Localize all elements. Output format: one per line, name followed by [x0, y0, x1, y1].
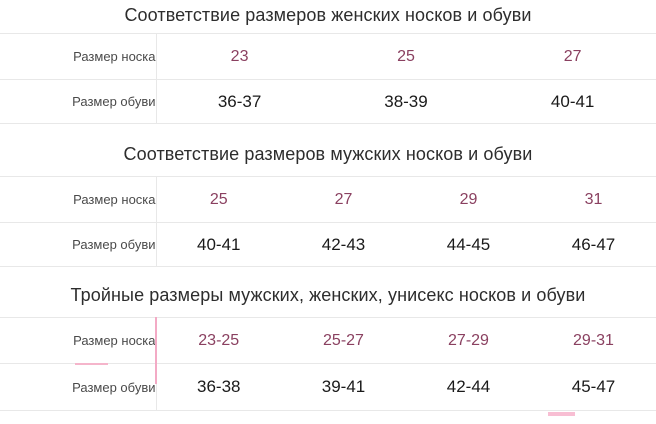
shoe-size-cell: 40-41 — [489, 79, 656, 124]
shoe-size-cell: 36-38 — [156, 363, 281, 411]
triple-sizes-table: Размер носка 23-25 25-27 27-29 29-31 Раз… — [0, 317, 656, 411]
sock-size-cell: 29 — [406, 176, 531, 223]
shoe-size-row: Размер обуви 36-37 38-39 40-41 — [0, 79, 656, 124]
triple-sizes-title: Тройные размеры мужских, женских, унисек… — [70, 285, 586, 305]
row-label: Размер носка — [0, 33, 157, 80]
shoe-size-cell: 39-41 — [281, 363, 406, 411]
men-sizes-table-wrap: Размер носка 25 27 29 31 Размер обуви 40… — [0, 176, 656, 267]
men-sizes-title: Соответствие размеров мужских носков и о… — [123, 144, 533, 164]
shoe-size-cell: 40-41 — [156, 222, 281, 267]
sock-size-cell: 27 — [489, 33, 656, 80]
triple-sizes-section: Тройные размеры мужских, женских, унисек… — [0, 267, 656, 416]
sock-size-row: Размер носка 23-25 25-27 27-29 29-31 — [0, 317, 656, 364]
row-label: Размер носка — [0, 317, 157, 364]
shoe-size-cell: 44-45 — [406, 222, 531, 267]
sock-size-cell: 23 — [156, 33, 323, 80]
row-label: Размер обуви — [0, 79, 157, 124]
pink-accent-bottom-mark — [548, 412, 575, 416]
shoe-size-cell: 45-47 — [531, 363, 656, 411]
sock-size-cell: 23-25 — [156, 317, 281, 364]
shoe-size-cell: 42-44 — [406, 363, 531, 411]
shoe-size-cell: 42-43 — [281, 222, 406, 267]
sock-size-row: Размер носка 25 27 29 31 — [0, 176, 656, 223]
shoe-size-cell: 38-39 — [322, 79, 490, 124]
women-sizes-section: Соответствие размеров женских носков и о… — [0, 0, 656, 124]
shoe-size-cell: 36-37 — [156, 79, 323, 124]
sock-size-row: Размер носка 23 25 27 — [0, 33, 656, 80]
women-sizes-table: Размер носка 23 25 27 Размер обуви 36-37… — [0, 33, 656, 124]
sock-size-cell: 31 — [531, 176, 656, 223]
shoe-size-row: Размер обуви 36-38 39-41 42-44 45-47 — [0, 363, 656, 411]
pink-accent-vertical-line — [155, 317, 157, 384]
row-label: Размер носка — [0, 176, 157, 223]
women-sizes-title: Соответствие размеров женских носков и о… — [124, 5, 532, 25]
triple-sizes-table-wrap: Размер носка 23-25 25-27 27-29 29-31 Раз… — [0, 317, 656, 416]
shoe-size-cell: 46-47 — [531, 222, 656, 267]
sock-size-cell: 25 — [156, 176, 281, 223]
men-sizes-section: Соответствие размеров мужских носков и о… — [0, 124, 656, 267]
pink-accent-horizontal-line — [75, 363, 108, 365]
shoe-size-row: Размер обуви 40-41 42-43 44-45 46-47 — [0, 222, 656, 267]
women-sizes-table-wrap: Размер носка 23 25 27 Размер обуви 36-37… — [0, 33, 656, 124]
sock-size-cell: 25 — [322, 33, 490, 80]
row-label: Размер обуви — [0, 363, 157, 411]
sock-size-cell: 25-27 — [281, 317, 406, 364]
sock-size-cell: 27 — [281, 176, 406, 223]
men-sizes-table: Размер носка 25 27 29 31 Размер обуви 40… — [0, 176, 656, 267]
sock-size-cell: 27-29 — [406, 317, 531, 364]
sock-size-cell: 29-31 — [531, 317, 656, 364]
row-label: Размер обуви — [0, 222, 157, 267]
